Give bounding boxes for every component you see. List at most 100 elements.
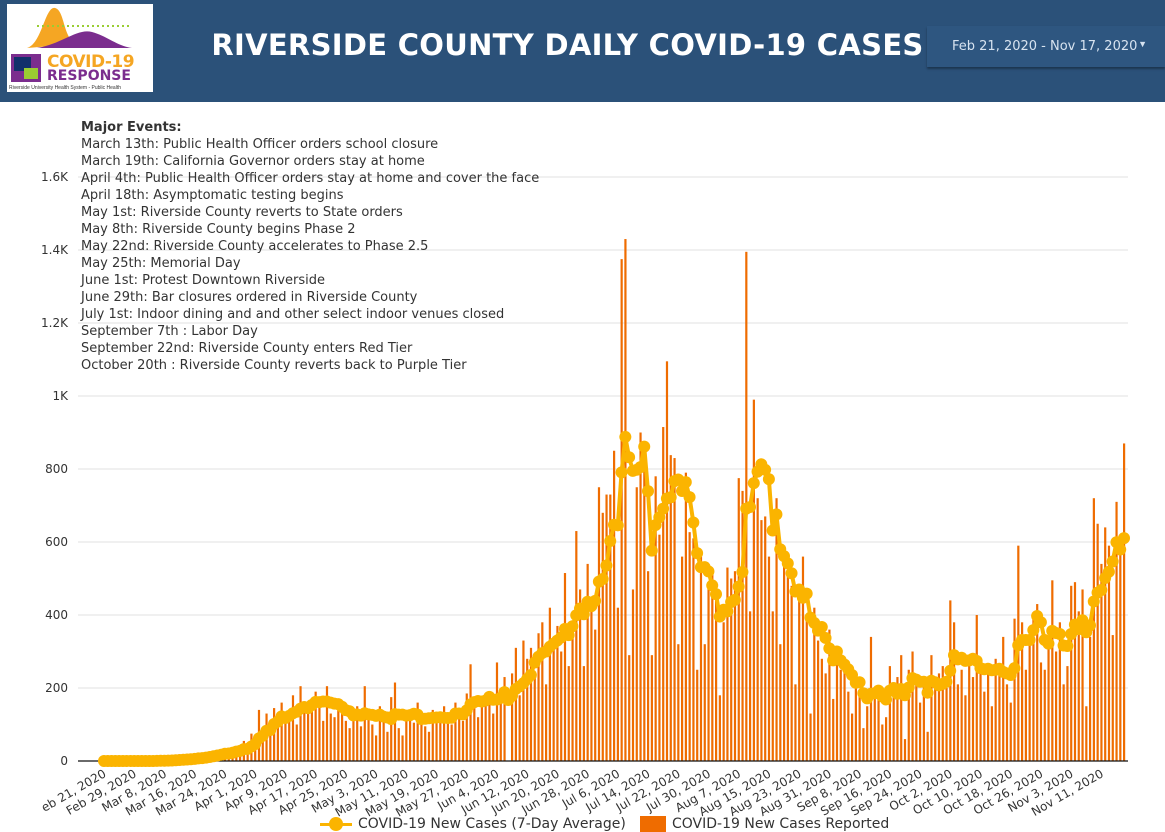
bar-reported xyxy=(409,717,412,761)
average-point xyxy=(691,547,704,560)
bar-reported xyxy=(439,720,442,761)
bar-reported xyxy=(499,688,502,761)
bar-reported xyxy=(333,717,336,761)
bar-reported xyxy=(261,728,264,761)
bar-reported xyxy=(1058,622,1061,761)
dashboard-header: COVID-19 RESPONSE Riverside University H… xyxy=(0,0,1165,102)
bar-reported xyxy=(915,677,918,761)
bar-reported xyxy=(613,450,616,761)
bar-reported xyxy=(1013,618,1016,761)
event-item: March 19th: California Governor orders s… xyxy=(81,154,425,169)
average-point xyxy=(683,491,696,504)
bar-reported xyxy=(605,494,608,761)
bar-reported xyxy=(556,625,559,761)
bar-reported xyxy=(786,571,789,761)
bar-reported xyxy=(900,655,903,761)
bar-reported xyxy=(907,669,910,761)
bar-reported xyxy=(919,702,922,761)
bar-reported xyxy=(669,455,672,761)
average-point xyxy=(710,588,722,601)
average-point xyxy=(524,668,537,681)
y-tick-label: 200 xyxy=(45,681,68,695)
bar-reported xyxy=(862,728,865,761)
bar-reported xyxy=(741,490,744,761)
bar-reported xyxy=(386,731,389,761)
bar-reported xyxy=(896,677,899,761)
bar-reported xyxy=(329,713,332,761)
events-heading: Major Events: xyxy=(81,120,182,135)
legend-item-reported[interactable]: COVID-19 New Cases Reported xyxy=(640,816,889,832)
bar-reported xyxy=(488,695,491,761)
bar-reported xyxy=(699,556,703,761)
bar-reported xyxy=(601,512,604,761)
bar-reported xyxy=(276,717,279,761)
legend-item-average[interactable]: COVID-19 New Cases (7-Day Average) xyxy=(320,816,626,832)
bar-reported xyxy=(401,735,404,761)
bar-reported xyxy=(1039,662,1043,761)
event-item: April 18th: Asymptomatic testing begins xyxy=(81,188,344,203)
bar-reported xyxy=(866,706,869,761)
bar-reported xyxy=(749,611,752,761)
date-range-value: Feb 21, 2020 - Nov 17, 2020 xyxy=(952,39,1138,54)
bar-reported xyxy=(979,673,982,761)
bar-reported xyxy=(473,698,476,761)
average-point xyxy=(611,519,624,532)
legend-label: COVID-19 New Cases Reported xyxy=(672,816,890,832)
average-point xyxy=(853,676,866,689)
bar-reported xyxy=(658,534,661,761)
bar-reported xyxy=(348,728,351,761)
legend-label: COVID-19 New Cases (7-Day Average) xyxy=(358,816,626,832)
average-point xyxy=(634,461,647,474)
bar-reported xyxy=(639,432,642,761)
average-point xyxy=(638,440,651,453)
average-point xyxy=(736,565,749,578)
bar-reported xyxy=(941,666,944,761)
bar-reported xyxy=(885,717,888,761)
bar-reported xyxy=(681,556,684,761)
event-item: May 8th: Riverside County begins Phase 2 xyxy=(81,222,356,237)
average-point xyxy=(770,508,783,521)
bar-reported xyxy=(624,239,627,762)
bar-reported xyxy=(341,709,344,761)
average-point xyxy=(1102,565,1115,578)
average-point xyxy=(679,476,692,489)
bar-reported xyxy=(715,593,718,761)
bar-reported xyxy=(280,702,283,761)
bar-reported xyxy=(1123,443,1126,761)
bar-reported xyxy=(405,713,408,761)
bar-reported xyxy=(990,706,993,761)
bar-reported xyxy=(560,651,563,761)
date-range-picker[interactable]: Feb 21, 2020 - Nov 17, 2020 ▼ xyxy=(927,26,1165,67)
average-point xyxy=(1106,555,1119,568)
bar-reported xyxy=(1005,684,1009,761)
event-item: May 25th: Memorial Day xyxy=(81,256,241,271)
bar-reported xyxy=(926,731,929,761)
bar-reported xyxy=(548,607,551,761)
average-point xyxy=(721,605,734,618)
bar-reported xyxy=(854,684,857,761)
average-point xyxy=(759,463,772,476)
bar-reported xyxy=(1119,549,1122,761)
bar-reported xyxy=(575,531,578,761)
bar-reported xyxy=(839,669,842,761)
bar-reported xyxy=(832,698,835,761)
bar-reported xyxy=(809,713,812,761)
average-point xyxy=(1118,532,1130,545)
bar-reported xyxy=(246,750,249,761)
average-point xyxy=(1114,543,1127,556)
bar-reported xyxy=(318,697,321,761)
average-point xyxy=(944,664,957,677)
bar-reported xyxy=(458,709,461,761)
average-point xyxy=(785,567,798,580)
bar-reported xyxy=(654,476,657,761)
bar-reported xyxy=(571,622,574,761)
bar-reported xyxy=(567,666,570,761)
bar-reported xyxy=(631,589,635,761)
y-tick-label: 600 xyxy=(45,535,68,549)
page-title: RIVERSIDE COUNTY DAILY COVID-19 CASES xyxy=(211,28,924,62)
bar-reported xyxy=(628,655,631,761)
average-point xyxy=(762,473,775,486)
bar-reported xyxy=(288,713,291,761)
bar-reported xyxy=(801,556,805,761)
bar-reported xyxy=(956,684,959,761)
